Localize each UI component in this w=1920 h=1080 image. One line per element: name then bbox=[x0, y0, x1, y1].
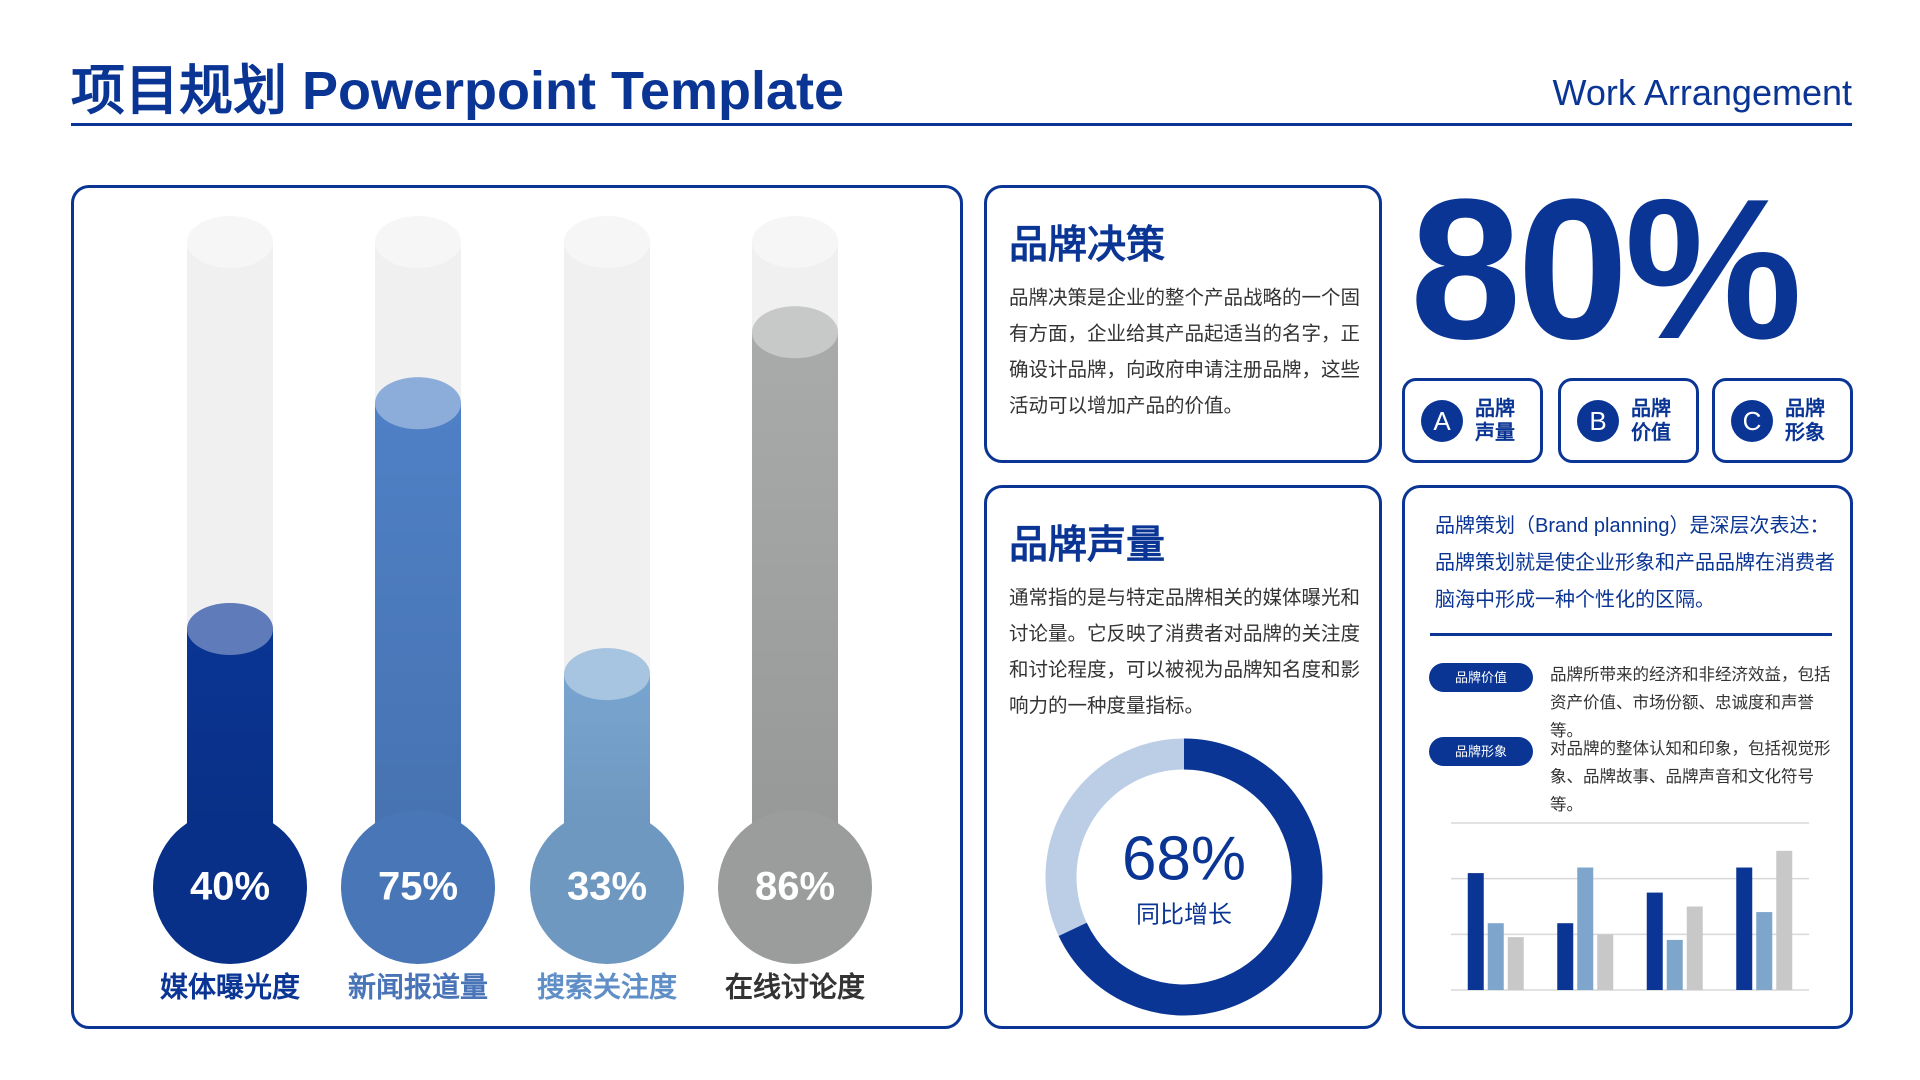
volume-card: 品牌声量 通常指的是与特定品牌相关的媒体曝光和讨论量。它反映了消费者对品牌的关注… bbox=[984, 485, 1382, 1029]
bar bbox=[1686, 906, 1703, 990]
bar bbox=[1666, 939, 1683, 990]
category-label: 媒体曝光度 bbox=[160, 971, 300, 1002]
bar bbox=[1467, 873, 1484, 990]
value-label: 33% bbox=[567, 865, 647, 909]
bulb-shade bbox=[530, 810, 684, 964]
planning-card: 品牌策划（Brand planning）是深层次表达：品牌策划就是使企业形象和产… bbox=[1402, 485, 1853, 1029]
separator bbox=[1430, 633, 1832, 636]
fill-cap-light bbox=[375, 377, 461, 430]
tag-pill: 品牌价值 bbox=[1429, 663, 1533, 692]
bar bbox=[1646, 892, 1663, 990]
fill-shade bbox=[375, 403, 461, 887]
category-label: 在线讨论度 bbox=[725, 971, 865, 1002]
bar bbox=[1776, 850, 1793, 990]
bulb-shade bbox=[341, 810, 495, 964]
card-title: 品牌声量 bbox=[1009, 524, 1166, 567]
category-label: 新闻报道量 bbox=[348, 970, 488, 1002]
fill-cap bbox=[752, 306, 838, 359]
value-label: 40% bbox=[190, 865, 270, 909]
badge-label: 品牌 bbox=[1631, 398, 1671, 420]
fill-cap-light bbox=[752, 306, 838, 359]
fill-cap-light bbox=[187, 603, 273, 655]
donut-label: 同比增长 bbox=[1136, 901, 1232, 928]
fill-shade bbox=[752, 332, 838, 887]
donut-value: 68% bbox=[1122, 824, 1246, 893]
bar bbox=[1577, 867, 1594, 990]
fill-cap bbox=[564, 648, 650, 701]
badge: B 品牌 价值 bbox=[1558, 378, 1699, 463]
badge-label: 品牌 bbox=[1785, 398, 1825, 420]
bar bbox=[1597, 934, 1614, 990]
bulb bbox=[153, 810, 307, 964]
value-label: 75% bbox=[378, 865, 458, 909]
tube-cap bbox=[375, 216, 461, 268]
decision-card: 品牌决策 品牌决策是企业的整个产品战略的一个固有方面，企业给其产品起适当的名字，… bbox=[984, 185, 1382, 463]
donut-arc bbox=[1058, 738, 1323, 1016]
bar bbox=[1557, 923, 1574, 990]
fill-cap bbox=[375, 377, 461, 430]
tube-cap bbox=[752, 216, 838, 268]
badge-letter: A bbox=[1421, 400, 1463, 442]
badge-letter: C bbox=[1731, 400, 1773, 442]
bulb-shade bbox=[718, 810, 872, 964]
card-title: 品牌决策 bbox=[1009, 224, 1166, 267]
card-text: 通常指的是与特定品牌相关的媒体曝光和讨论量。它反映了消费者对品牌的关注度和讨论程… bbox=[1009, 587, 1361, 717]
card-text: 品牌决策是企业的整个产品战略的一个固有方面，企业给其产品起适当的名字，正确设计品… bbox=[1009, 287, 1361, 417]
fill-cap bbox=[187, 603, 273, 655]
badge: C 品牌 形象 bbox=[1712, 378, 1853, 463]
badge-label: 形象 bbox=[1785, 422, 1825, 444]
subtitle: Work Arrangement bbox=[1552, 72, 1852, 113]
badge-letter: B bbox=[1577, 400, 1619, 442]
bulb-shade bbox=[153, 810, 307, 964]
bar bbox=[1487, 923, 1504, 990]
bulb bbox=[718, 810, 872, 964]
big-stat: 80% bbox=[1410, 158, 1802, 381]
badge-label: 价值 bbox=[1631, 422, 1671, 444]
title: 项目规划 Powerpoint Template bbox=[71, 61, 845, 121]
value-label: 86% bbox=[755, 865, 835, 909]
tag-pill: 品牌形象 bbox=[1429, 737, 1533, 766]
item-text: 对品牌的整体认知和印象，包括视觉形象、品牌故事、品牌声音和文化符号等。 bbox=[1550, 740, 1831, 814]
badge-label: 声量 bbox=[1475, 422, 1515, 444]
bulb bbox=[341, 810, 495, 964]
bar bbox=[1756, 912, 1773, 990]
left-panel bbox=[71, 185, 963, 1029]
item-text: 品牌所带来的经济和非经济效益，包括资产价值、市场份额、忠诚度和声誉等。 bbox=[1550, 666, 1831, 740]
bulb bbox=[530, 810, 684, 964]
bar bbox=[1736, 867, 1753, 990]
header-rule bbox=[71, 123, 1852, 126]
bar bbox=[1507, 937, 1524, 990]
category-label: 搜索关注度 bbox=[537, 970, 677, 1002]
planning-text: 品牌策划（Brand planning）是深层次表达：品牌策划就是使企业形象和产… bbox=[1435, 515, 1835, 611]
badge: A 品牌 声量 bbox=[1402, 378, 1543, 463]
badge-label: 品牌 bbox=[1475, 398, 1515, 420]
tube-cap bbox=[564, 216, 650, 268]
fill-cap-light bbox=[564, 648, 650, 701]
tube-cap bbox=[187, 216, 273, 268]
